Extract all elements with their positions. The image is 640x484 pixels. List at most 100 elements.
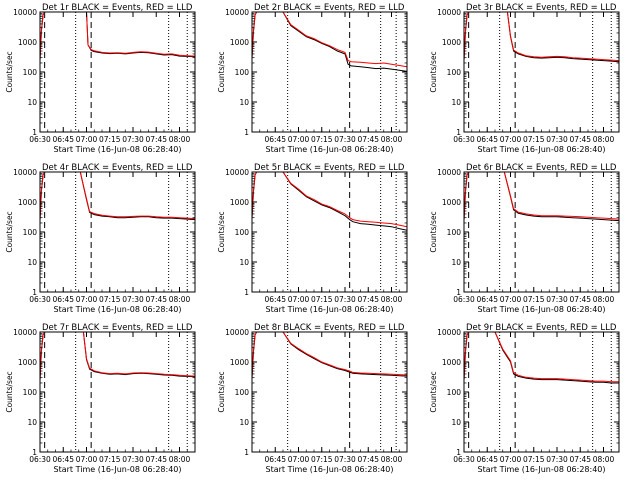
plot-frame <box>463 331 620 453</box>
chart-title: Det 1r BLACK = Events, RED = LLD <box>42 3 193 13</box>
y-tick-label: 100 <box>447 68 462 77</box>
x-tick-label: 06:45 <box>264 295 286 304</box>
y-tick-label: 1 <box>244 448 249 457</box>
plot-frame <box>39 331 196 453</box>
y-tick-label: 100 <box>235 388 250 397</box>
x-axis-label: Start Time (16-Jun-08 06:28:40) <box>54 145 182 154</box>
x-tick-label: 08:00 <box>381 135 403 144</box>
chart-panel-9: Det 9r BLACK = Events, RED = LLD 1 10 100 10… <box>429 323 620 474</box>
series-line-red <box>40 12 195 72</box>
y-tick-label: 100 <box>23 228 38 237</box>
y-tick-label: 1 <box>32 288 37 297</box>
series-line-black <box>252 12 407 72</box>
y-tick-label: 1 <box>32 128 37 137</box>
y-axis-label: Counts/sec <box>5 211 14 252</box>
y-tick-label: 1000 <box>18 358 37 367</box>
y-tick-label: 100 <box>23 388 38 397</box>
y-tick-label: 10000 <box>13 168 37 177</box>
x-tick-label: 07:00 <box>500 295 522 304</box>
chart-panel-2: Det 2r BLACK = Events, RED = LLD 1 10 100 10… <box>217 3 408 154</box>
y-tick-label: 1 <box>244 128 249 137</box>
y-tick-label: 10 <box>27 418 37 427</box>
x-tick-label: 07:00 <box>288 295 310 304</box>
plot-frame <box>39 171 196 293</box>
y-tick-label: 10000 <box>225 168 249 177</box>
y-tick-label: 10 <box>239 418 249 427</box>
x-axis-label: Start Time (16-Jun-08 06:28:40) <box>266 305 394 314</box>
y-tick-label: 100 <box>447 228 462 237</box>
x-tick-label: 07:15 <box>311 295 333 304</box>
x-axis-label: Start Time (16-Jun-08 06:28:40) <box>478 305 606 314</box>
chart-title: Det 4r BLACK = Events, RED = LLD <box>42 163 193 173</box>
x-tick-label: 07:30 <box>546 135 568 144</box>
x-tick-label: 07:00 <box>288 455 310 464</box>
x-tick-label: 07:30 <box>334 295 356 304</box>
x-tick-label: 08:00 <box>593 295 615 304</box>
x-tick-label: 06:30 <box>453 135 475 144</box>
x-tick-label: 07:15 <box>99 295 121 304</box>
x-tick-label: 06:30 <box>453 295 475 304</box>
x-tick-label: 06:45 <box>476 455 498 464</box>
plot-frame <box>251 11 408 133</box>
x-tick-label: 07:45 <box>357 135 379 144</box>
x-tick-label: 08:00 <box>381 455 403 464</box>
x-tick-label: 06:45 <box>52 135 74 144</box>
y-tick-label: 10 <box>27 98 37 107</box>
x-axis-label: Start Time (16-Jun-08 06:28:40) <box>54 465 182 474</box>
series-line-red <box>464 332 619 391</box>
x-axis-label: Start Time (16-Jun-08 06:28:40) <box>266 145 394 154</box>
y-tick-label: 10 <box>27 258 37 267</box>
series-line-red <box>40 332 195 392</box>
x-tick-label: 06:45 <box>52 455 74 464</box>
x-tick-label: 08:00 <box>381 295 403 304</box>
x-tick-label: 07:00 <box>500 135 522 144</box>
x-tick-label: 07:00 <box>500 455 522 464</box>
x-tick-label: 07:45 <box>357 455 379 464</box>
chart-panel-7: Det 7r BLACK = Events, RED = LLD 1 10 100 10… <box>5 323 196 474</box>
plot-frame <box>251 171 408 293</box>
y-tick-label: 1000 <box>442 198 461 207</box>
y-axis-label: Counts/sec <box>217 211 226 252</box>
x-tick-label: 06:45 <box>476 295 498 304</box>
chart-panel-1: Det 1r BLACK = Events, RED = LLD 1 10 100 10… <box>5 3 196 154</box>
x-tick-label: 07:30 <box>546 455 568 464</box>
y-axis-label: Counts/sec <box>429 211 438 252</box>
y-tick-label: 1000 <box>442 358 461 367</box>
x-tick-label: 06:30 <box>29 135 51 144</box>
plot-frame <box>39 11 196 133</box>
x-tick-label: 07:15 <box>99 455 121 464</box>
x-tick-label: 08:00 <box>169 455 191 464</box>
y-tick-label: 10000 <box>225 328 249 337</box>
y-tick-label: 10 <box>239 258 249 267</box>
y-tick-label: 1000 <box>230 38 249 47</box>
x-tick-label: 06:45 <box>52 295 74 304</box>
x-tick-label: 06:45 <box>264 135 286 144</box>
x-tick-label: 07:45 <box>357 295 379 304</box>
y-tick-label: 1 <box>456 448 461 457</box>
chart-title: Det 5r BLACK = Events, RED = LLD <box>254 163 405 173</box>
x-tick-label: 07:15 <box>523 295 545 304</box>
y-axis-label: Counts/sec <box>5 371 14 412</box>
y-tick-label: 1 <box>456 128 461 137</box>
plot-frame <box>251 331 408 453</box>
x-tick-label: 07:30 <box>546 295 568 304</box>
y-tick-label: 100 <box>23 68 38 77</box>
x-tick-label: 07:30 <box>122 135 144 144</box>
y-tick-label: 1000 <box>230 358 249 367</box>
y-tick-label: 10 <box>451 258 461 267</box>
x-tick-label: 07:45 <box>145 295 167 304</box>
plot-frame <box>463 11 620 133</box>
x-axis-label: Start Time (16-Jun-08 06:28:40) <box>266 465 394 474</box>
y-tick-label: 10000 <box>13 8 37 17</box>
y-tick-label: 100 <box>235 68 250 77</box>
x-tick-label: 07:30 <box>334 135 356 144</box>
series-line-red <box>464 172 619 231</box>
x-tick-label: 07:15 <box>311 455 333 464</box>
series-line-black <box>464 332 619 391</box>
chart-title: Det 8r BLACK = Events, RED = LLD <box>254 323 405 333</box>
x-tick-label: 07:15 <box>523 455 545 464</box>
x-axis-label: Start Time (16-Jun-08 06:28:40) <box>478 465 606 474</box>
x-tick-label: 06:30 <box>29 295 51 304</box>
x-tick-label: 08:00 <box>169 135 191 144</box>
